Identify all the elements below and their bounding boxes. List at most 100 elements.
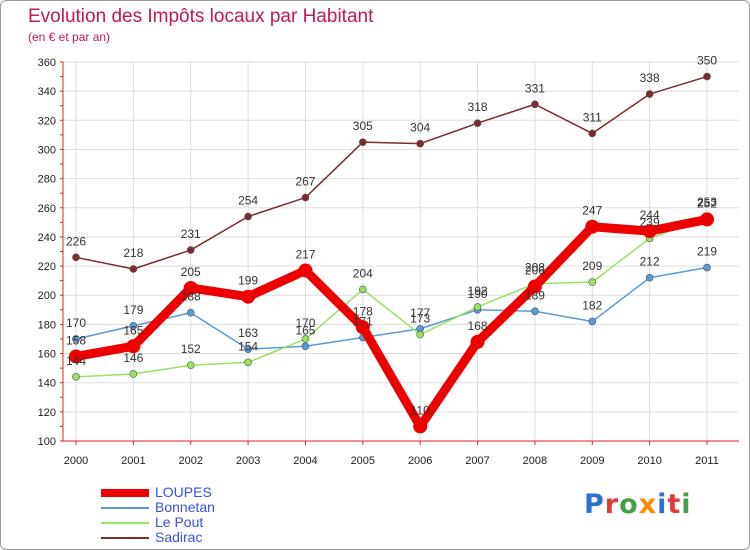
data-point-sadirac (301, 193, 310, 202)
legend-item-loupes: LOUPES (101, 485, 215, 500)
data-point-sadirac (359, 138, 367, 146)
y-tick-label: 120 (38, 407, 56, 419)
data-point-bonnetan (186, 308, 195, 317)
data-label-sadirac: 331 (525, 81, 545, 95)
data-point-loupes (527, 279, 542, 294)
y-tick-label: 280 (38, 174, 56, 186)
data-label-loupes: 244 (640, 208, 660, 222)
data-label-loupes: 168 (468, 319, 488, 333)
legend-label-loupes: LOUPES (155, 484, 212, 500)
data-point-bonnetan (129, 322, 138, 330)
y-tick-label: 220 (38, 261, 56, 273)
data-point-bonnetan (301, 342, 310, 351)
series-line-le-pout (75, 217, 708, 378)
data-label-bonnetan: 177 (410, 306, 430, 320)
data-point-le-pout (186, 361, 195, 370)
series-line-loupes (71, 214, 712, 431)
data-label-bonnetan: 179 (123, 303, 143, 317)
data-label-le-pout: 208 (525, 261, 545, 275)
data-label-le-pout: 239 (640, 215, 660, 229)
data-label-bonnetan: 182 (582, 298, 602, 312)
data-label-le-pout: 146 (123, 351, 143, 365)
data-label-sadirac: 226 (66, 234, 86, 248)
data-label-sadirac: 311 (583, 110, 602, 124)
y-tick-label: 180 (38, 319, 56, 331)
data-label-le-pout: 144 (66, 354, 86, 368)
data-point-bonnetan (531, 307, 539, 316)
data-label-loupes: 158 (66, 333, 86, 347)
data-label-bonnetan: 170 (66, 316, 86, 330)
data-label-loupes: 206 (525, 263, 545, 277)
logo-letter: o (619, 489, 639, 520)
x-tick-label: 2009 (580, 455, 604, 467)
legend-item-le-pout: Le Pout (101, 515, 215, 530)
logo-letter: t (667, 489, 682, 520)
data-label-sadirac: 318 (468, 100, 488, 114)
data-point-loupes (126, 339, 141, 354)
data-point-loupes (642, 224, 657, 239)
data-point-sadirac (531, 100, 539, 109)
data-point-sadirac (72, 253, 80, 262)
legend-swatch-le-pout (101, 521, 149, 524)
y-tick-label: 140 (38, 378, 56, 390)
data-label-sadirac: 304 (410, 121, 430, 135)
y-tick-label: 300 (38, 144, 56, 156)
legend-swatch-bonnetan (101, 506, 149, 509)
x-tick-label: 2001 (121, 455, 145, 467)
proxiti-logo: Proxiti (584, 489, 692, 520)
legend-item-bonnetan: Bonnetan (101, 500, 215, 515)
data-point-sadirac (473, 119, 482, 128)
y-tick-label: 240 (38, 232, 56, 244)
data-point-loupes (298, 263, 313, 278)
chart-legend: LOUPES Bonnetan Le Pout Sadirac (101, 485, 215, 545)
x-tick-label: 2000 (64, 455, 88, 467)
data-label-le-pout: 154 (238, 339, 258, 353)
data-point-le-pout (129, 370, 138, 378)
data-label-le-pout: 173 (410, 312, 430, 326)
x-tick-label: 2004 (293, 455, 317, 467)
data-point-sadirac (588, 129, 597, 138)
y-tick-label: 200 (38, 290, 56, 302)
data-label-sadirac: 231 (181, 227, 201, 241)
data-point-bonnetan (645, 273, 654, 282)
x-tick-label: 2003 (236, 455, 260, 467)
data-label-le-pout: 192 (468, 284, 488, 298)
data-label-loupes: 165 (123, 323, 143, 337)
legend-swatch-loupes (101, 488, 149, 497)
chart-subtitle: (en € et par an) (28, 30, 111, 44)
data-label-sadirac: 305 (353, 119, 373, 133)
series-line-bonnetan (75, 266, 708, 350)
data-label-sadirac: 350 (697, 54, 717, 68)
y-tick-label: 360 (38, 57, 56, 69)
data-point-le-pout (473, 303, 482, 311)
data-point-le-pout (588, 278, 597, 286)
logo-letter: P (584, 489, 605, 520)
data-label-le-pout: 209 (582, 259, 602, 273)
data-label-bonnetan: 171 (353, 315, 373, 329)
legend-label-le-pout: Le Pout (155, 514, 204, 530)
y-tick-label: 100 (38, 436, 56, 448)
data-label-sadirac: 254 (238, 194, 258, 208)
logo-letter: r (604, 489, 620, 520)
data-point-le-pout (359, 285, 367, 294)
y-tick-label: 160 (38, 349, 56, 361)
chart-title: Evolution des Impôts locaux par Habitant (28, 6, 374, 27)
y-tick-label: 260 (38, 203, 56, 215)
data-point-sadirac (129, 265, 138, 273)
data-label-le-pout: 253 (697, 195, 717, 209)
legend-label-sadirac: Sadirac (155, 529, 203, 545)
data-label-le-pout: 170 (295, 316, 315, 330)
data-label-loupes: 199 (238, 274, 258, 288)
data-point-loupes (241, 289, 256, 304)
plot-area (63, 62, 739, 441)
data-label-loupes: 247 (582, 204, 602, 218)
data-point-loupes (585, 219, 600, 234)
data-label-bonnetan: 165 (295, 323, 315, 337)
series-line-sadirac (75, 75, 708, 270)
data-point-le-pout (301, 335, 310, 343)
logo-letter: i (681, 489, 692, 520)
data-label-sadirac: 218 (123, 246, 143, 260)
y-tick-label: 320 (38, 115, 56, 127)
